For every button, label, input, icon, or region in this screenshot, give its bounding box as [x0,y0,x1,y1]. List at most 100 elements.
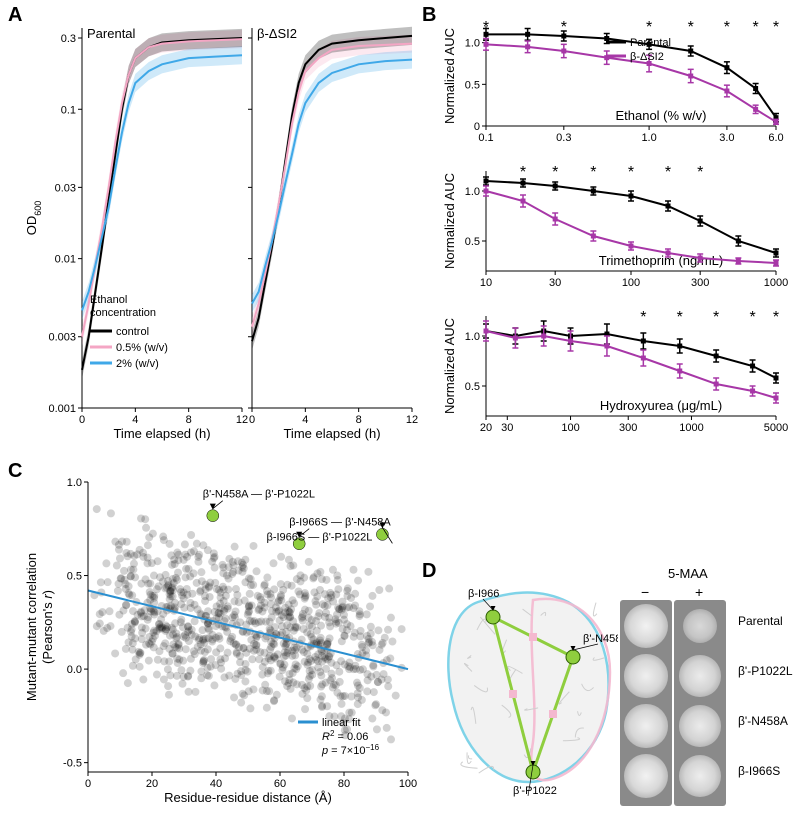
svg-text:3.0: 3.0 [719,132,734,144]
svg-text:Normalized AUC: Normalized AUC [442,318,457,414]
spot [624,654,667,697]
svg-text:12: 12 [406,414,418,426]
svg-text:8: 8 [356,414,362,426]
spot-row-label: β'-P1022L [738,664,793,678]
spot-col-label: − [641,584,649,600]
svg-text:Time elapsed (h): Time elapsed (h) [283,426,380,441]
svg-text:*: * [646,19,652,36]
svg-text:80: 80 [338,778,350,790]
svg-text:1.0: 1.0 [67,477,82,489]
panel-c-scatter: β'-N458A — β'-P1022L β-I966S — β'-N458A β-… [20,470,420,810]
svg-text:linear fit: linear fit [322,717,361,729]
spot [624,704,667,747]
spot [679,655,720,696]
svg-text:*: * [561,19,567,36]
svg-text:0.5: 0.5 [67,571,82,583]
svg-text:β-I966S — β'-N458A: β-I966S — β'-N458A [289,517,391,529]
svg-text:4: 4 [132,414,138,426]
spot-row-label: β'-N458A [738,714,788,728]
svg-text:1000: 1000 [764,277,788,289]
svg-text:10: 10 [480,277,492,289]
svg-text:β'-N458A — β'-P1022L: β'-N458A — β'-P1022L [203,489,315,501]
svg-text:0: 0 [249,414,255,426]
svg-text:0.003: 0.003 [48,332,76,344]
svg-text:β-I966: β-I966 [468,588,499,600]
svg-text:Parental: Parental [87,26,136,41]
svg-text:*: * [677,309,683,326]
svg-text:40: 40 [210,778,222,790]
svg-text:0.1: 0.1 [61,104,76,116]
svg-text:*: * [773,309,779,326]
svg-text:0.5% (w/v): 0.5% (w/v) [116,342,168,354]
svg-text:Hydroxyurea (μg/mL): Hydroxyurea (μg/mL) [600,398,722,413]
spot [624,754,668,798]
svg-text:R2 = 0.06: R2 = 0.06 [322,729,368,744]
svg-text:0.001: 0.001 [48,403,76,415]
svg-text:β'-P1022: β'-P1022 [513,785,557,797]
svg-text:*: * [640,309,646,326]
panel-b-charts: 00.51.00.10.31.03.06.0Ethanol (% w/v)Nor… [438,10,796,460]
spot [679,705,720,746]
svg-text:60: 60 [274,778,286,790]
svg-text:0.1: 0.1 [478,132,493,144]
spot [679,755,721,797]
svg-text:concentration: concentration [90,307,156,319]
svg-text:β-I966S — β'-P1022L: β-I966S — β'-P1022L [267,531,373,543]
svg-text:*: * [520,164,526,181]
svg-text:100: 100 [561,422,579,434]
svg-text:2% (w/v): 2% (w/v) [116,358,159,370]
svg-text:300: 300 [691,277,709,289]
svg-text:*: * [483,19,489,36]
svg-text:300: 300 [619,422,637,434]
spot [683,609,717,643]
svg-text:*: * [773,19,779,36]
svg-text:0.01: 0.01 [55,254,76,266]
svg-text:Ethanol (% w/v): Ethanol (% w/v) [615,108,706,123]
svg-text:*: * [665,164,671,181]
svg-text:Time elapsed (h): Time elapsed (h) [113,426,210,441]
svg-text:Normalized AUC: Normalized AUC [442,28,457,124]
svg-text:*: * [749,309,755,326]
svg-text:1.0: 1.0 [465,186,480,198]
svg-text:p = 7×10−16: p = 7×10−16 [321,743,380,758]
svg-text:20: 20 [146,778,158,790]
svg-text:*: * [628,164,634,181]
svg-text:-0.5: -0.5 [63,758,82,770]
svg-text:1000: 1000 [679,422,703,434]
panel-a-chart: OD6000.0010.0030.010.030.10.304812Time e… [20,10,420,450]
svg-text:0.5: 0.5 [465,79,480,91]
svg-text:0.0: 0.0 [67,664,82,676]
svg-text:0.5: 0.5 [465,381,480,393]
svg-text:5000: 5000 [764,422,788,434]
svg-text:β-ΔSI2: β-ΔSI2 [257,26,297,41]
panel-d-structure: β-I966 β'-N458 β'-P1022 [438,572,618,802]
svg-text:Residue-residue distance (Å): Residue-residue distance (Å) [164,790,332,805]
svg-text:4: 4 [302,414,308,426]
svg-text:β-ΔSI2: β-ΔSI2 [630,51,664,63]
svg-text:0.5: 0.5 [465,236,480,248]
svg-text:Normalized AUC: Normalized AUC [442,173,457,269]
svg-text:Mutant-mutant correlation: Mutant-mutant correlation [24,553,39,701]
svg-text:*: * [753,19,759,36]
spot-row-label: Parental [738,614,783,628]
svg-text:30: 30 [501,422,513,434]
spot [624,604,668,648]
svg-text:0: 0 [85,778,91,790]
svg-text:*: * [688,19,694,36]
spot-row-label: β-I966S [738,764,780,778]
svg-text:8: 8 [186,414,192,426]
svg-text:12: 12 [236,414,248,426]
svg-text:β'-N458: β'-N458 [583,633,618,645]
svg-text:6.0: 6.0 [768,132,783,144]
svg-text:1.0: 1.0 [641,132,656,144]
svg-text:100: 100 [399,778,417,790]
svg-text:(Pearson's r): (Pearson's r) [40,590,55,664]
svg-text:*: * [724,19,730,36]
svg-text:0.03: 0.03 [55,182,76,194]
svg-text:100: 100 [622,277,640,289]
svg-text:*: * [552,164,558,181]
spot-header: 5-MAA [668,566,708,581]
svg-text:*: * [713,309,719,326]
svg-text:0: 0 [79,414,85,426]
svg-text:control: control [116,326,149,338]
